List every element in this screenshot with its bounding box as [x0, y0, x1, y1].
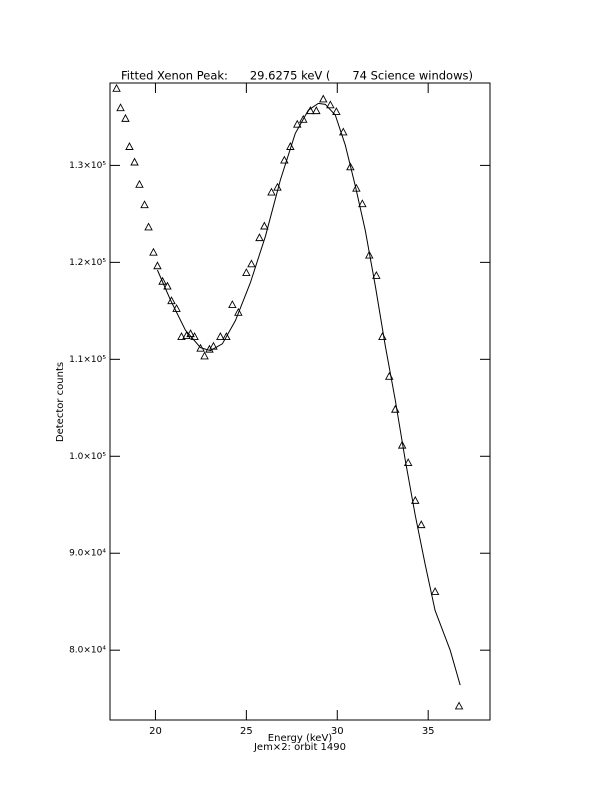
data-point: [247, 259, 256, 268]
data-point: [234, 307, 243, 316]
data-point: [255, 233, 264, 242]
data-point: [158, 276, 167, 285]
subtitle: Jem×2: orbit 1490: [253, 742, 346, 753]
x-axis-label: Energy (keV): [268, 733, 333, 744]
data-point: [200, 351, 209, 360]
data-point: [163, 281, 172, 290]
chart-title: Fitted Xenon Peak: 29.6275 keV ( 74 Scie…: [121, 69, 473, 83]
data-point: [403, 458, 413, 467]
plot-frame: [109, 82, 491, 721]
data-point: [130, 157, 139, 166]
fit-line: [156, 102, 461, 686]
data-point: [116, 103, 125, 112]
data-point: [397, 440, 407, 449]
y-tick-label: 1.1×10⁵: [69, 355, 106, 365]
y-tick-label: 8.0×10⁴: [69, 646, 106, 656]
data-point: [112, 83, 121, 92]
data-point: [267, 187, 276, 196]
data-point: [190, 332, 199, 340]
data-point: [358, 199, 367, 208]
data-point: [135, 179, 144, 188]
data-point: [140, 200, 149, 209]
y-tick-label: 1.0×10⁵: [69, 452, 106, 462]
data-point: [372, 270, 381, 279]
data-point: [339, 127, 348, 136]
data-point: [319, 94, 328, 103]
data-point: [149, 247, 158, 256]
y-tick-label: 9.0×10⁴: [69, 549, 106, 559]
data-point: [280, 155, 289, 164]
data-point: [182, 331, 191, 340]
data-point: [378, 332, 387, 340]
data-point: [312, 106, 321, 115]
y-tick-label: 1.2×10⁵: [69, 258, 106, 268]
data-point: [222, 332, 231, 340]
y-axis-label: Detector counts: [55, 362, 66, 442]
x-tick-label: 20: [149, 726, 162, 737]
data-point: [216, 332, 225, 340]
data-point: [260, 221, 269, 230]
data-point: [293, 119, 302, 128]
data-point: [153, 261, 162, 270]
data-point: [411, 495, 420, 504]
x-tick-label: 35: [422, 726, 435, 737]
data-point: [167, 296, 176, 305]
data-point: [242, 268, 251, 276]
data-point: [177, 332, 186, 340]
data-point: [430, 587, 440, 595]
x-tick-label: 25: [240, 726, 253, 737]
data-point: [299, 114, 308, 123]
data-point: [391, 404, 400, 413]
data-point: [121, 113, 130, 122]
x-tick-label: 30: [331, 726, 344, 737]
data-point: [417, 520, 426, 529]
data-point: [326, 100, 335, 109]
data-point: [125, 142, 134, 150]
y-tick-label: 1.3×10⁵: [69, 161, 106, 171]
data-point: [332, 107, 341, 116]
data-point: [144, 222, 153, 231]
data-point: [454, 701, 464, 710]
data-point: [365, 250, 374, 259]
data-point: [228, 300, 237, 308]
data-point: [346, 162, 355, 171]
